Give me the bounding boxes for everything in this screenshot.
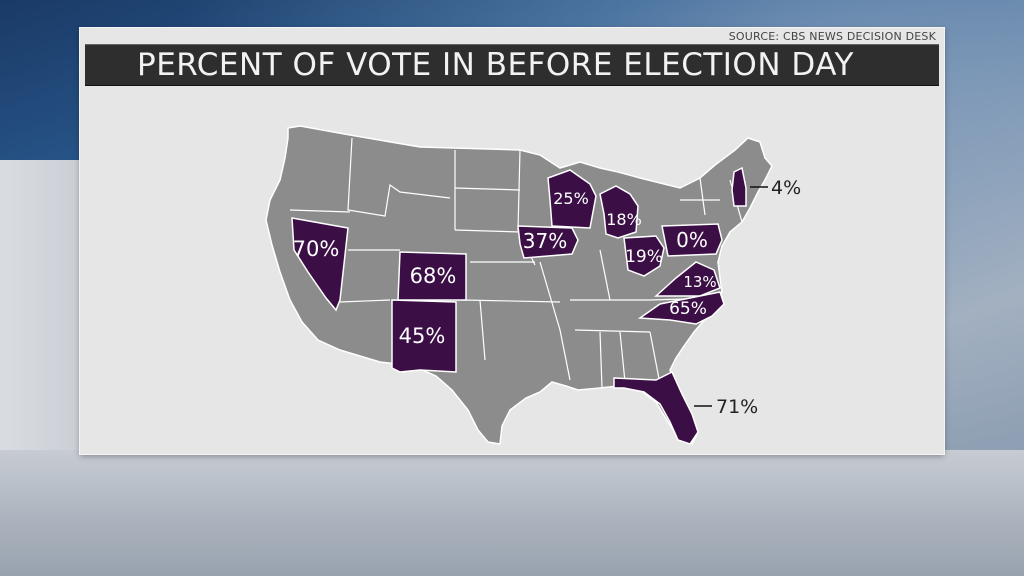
state-pennsylvania xyxy=(661,223,723,257)
leader-lines xyxy=(694,186,768,407)
source-credit: SOURCE: CBS NEWS DECISION DESK xyxy=(728,30,936,43)
label-wisconsin: 25% xyxy=(553,189,589,208)
state-ohio xyxy=(623,235,665,277)
state-iowa xyxy=(517,225,579,259)
page-title: PERCENT OF VOTE IN BEFORE ELECTION DAY xyxy=(137,47,854,83)
label-michigan: 18% xyxy=(606,210,642,229)
state-florida xyxy=(613,370,699,445)
state-michigan xyxy=(599,185,639,239)
label-florida: 71% xyxy=(716,396,758,418)
label-virginia: 13% xyxy=(683,273,716,291)
state-nevada xyxy=(291,217,349,312)
label-new-hampshire: 4% xyxy=(771,177,801,199)
title-bar: PERCENT OF VOTE IN BEFORE ELECTION DAY xyxy=(85,44,939,86)
state-colorado xyxy=(397,251,467,301)
highlighted-states xyxy=(291,166,747,445)
background-desk xyxy=(0,450,1024,576)
map-panel: SOURCE: CBS NEWS DECISION DESK PERCENT O… xyxy=(80,28,944,454)
label-nevada: 70% xyxy=(293,237,340,261)
label-ohio: 19% xyxy=(625,247,663,267)
us-outline xyxy=(265,125,773,445)
label-new-mexico: 45% xyxy=(399,324,446,348)
label-pennsylvania: 0% xyxy=(676,228,708,252)
label-north-carolina: 65% xyxy=(669,299,707,319)
label-iowa: 37% xyxy=(523,229,567,253)
label-colorado: 68% xyxy=(410,264,457,288)
state-new-mexico xyxy=(391,299,457,373)
state-wisconsin xyxy=(547,169,597,229)
state-north-carolina xyxy=(637,291,725,325)
state-new-hampshire xyxy=(731,166,747,207)
